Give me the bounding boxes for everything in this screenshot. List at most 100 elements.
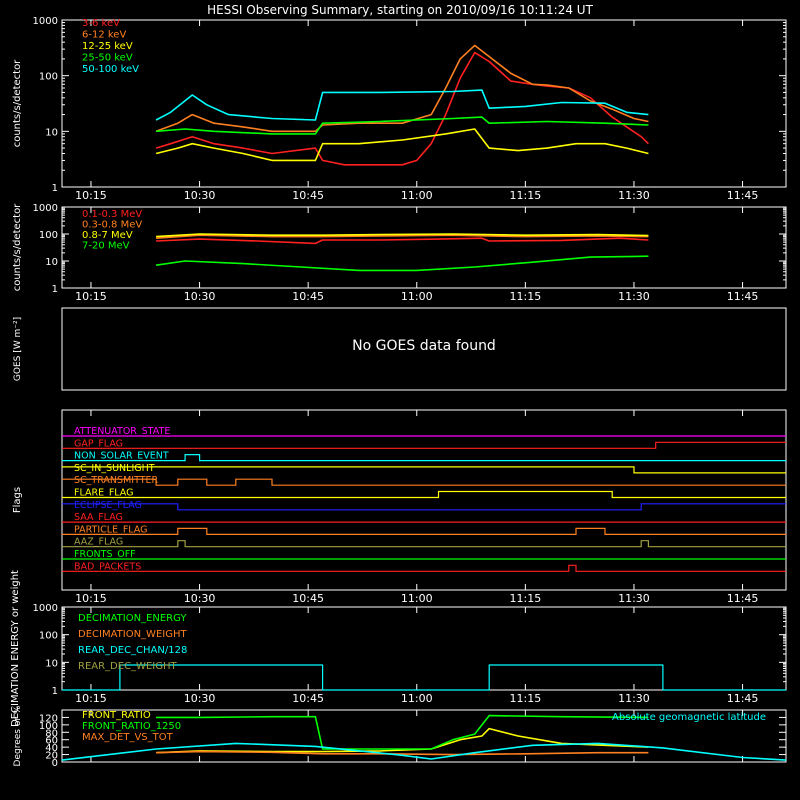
flags-xtick-label: 10:15 (75, 592, 107, 605)
flags-xtick-label: 10:45 (292, 592, 324, 605)
ratio-series-2 (156, 750, 649, 756)
hi-series-0 (156, 237, 649, 245)
dec-series-2 (62, 664, 786, 691)
lo-legend-0: 3-6 keV (82, 18, 120, 29)
goes-frame (61, 307, 787, 391)
flag-label-3: SC_IN_SUNLIGHT (74, 463, 155, 474)
flags-xtick-label: 11:45 (727, 592, 759, 605)
lo-xtick-label: 10:30 (184, 189, 216, 202)
dec-ytick-label: 1 (52, 686, 58, 697)
flag-line-4 (62, 478, 786, 486)
lo-ytick-label: 10 (45, 127, 58, 138)
hi-legend-3: 7-20 MeV (82, 241, 130, 252)
hi-ytick-label: 1000 (33, 203, 58, 214)
flag-line-2 (62, 454, 786, 462)
flag-line-6 (62, 503, 786, 511)
flag-label-11: BAD_PACKETS (74, 561, 141, 572)
flag-line-9 (62, 540, 786, 548)
flag-label-8: PARTICLE_FLAG (74, 524, 147, 535)
dec-legend-3: REAR_DEC_WEIGHT (78, 661, 177, 672)
dec-ylabel: DECIMATION ENERGY or weight (10, 570, 21, 727)
hi-xtick-label: 11:45 (727, 290, 759, 303)
hi-ytick-label: 100 (39, 230, 58, 241)
ratio-series-3 (61, 742, 787, 761)
lo-series-4 (155, 89, 649, 121)
lo-xtick-label: 11:45 (727, 189, 759, 202)
flag-label-4: SC_TRANSMITTER (74, 475, 159, 486)
lo-ytick-label: 1 (52, 183, 58, 194)
ratio-legend-3: Absolute geomagnetic latitude (612, 712, 766, 723)
ratio-ytick-label: 20 (45, 751, 58, 762)
dec-xtick-label: 10:45 (292, 692, 324, 705)
lo-xtick-label: 10:45 (292, 189, 324, 202)
lo-legend-4: 50-100 keV (82, 64, 139, 75)
flag-label-2: NON_SOLAR_EVENT (74, 451, 169, 462)
dec-xtick-label: 11:45 (727, 692, 759, 705)
hi-legend-0: 0.1-0.3 MeV (82, 209, 142, 220)
flags-ylabel: Flags (12, 487, 23, 513)
lo-series-1 (155, 44, 649, 133)
hi-ytick-label: 1 (52, 284, 58, 295)
flag-line-8 (62, 527, 786, 535)
ratio-ytick-label: 60 (45, 736, 58, 747)
lo-ylabel: counts/s/detector (12, 59, 23, 147)
panel-high-energy-lightcurves: 10:15 10:30 10:45 11:00 11:15 11:30 11:45 1 10 10… (12, 203, 787, 303)
lo-frame (61, 19, 787, 188)
figure-title: HESSI Observing Summary, starting on 201… (207, 3, 593, 17)
ratio-ytick-label: 80 (45, 728, 58, 739)
hi-legend-2: 0.8-7 MeV (82, 230, 133, 241)
hi-xtick-label: 11:30 (618, 290, 650, 303)
dec-legend-2: REAR_DEC_CHAN/128 (78, 645, 187, 656)
ratio-series-1 (156, 714, 649, 750)
lo-xtick-label: 10:15 (75, 189, 107, 202)
ratio-legend-0: FRONT_RATIO (82, 710, 151, 721)
dec-legend-1: DECIMATION_WEIGHT (78, 629, 187, 640)
hi-xtick-label: 11:00 (401, 290, 433, 303)
flag-line-5 (62, 490, 786, 499)
ratio-ytick-label: 40 (45, 743, 58, 754)
lo-legend-2: 12-25 keV (82, 41, 133, 52)
hi-series-2 (156, 233, 649, 238)
dec-ytick-label: 1000 (33, 603, 58, 614)
panel-goes: No GOES data found GOES [W m⁻²] (13, 307, 787, 391)
hi-xtick-label: 11:15 (510, 290, 542, 303)
hi-xtick-label: 10:30 (184, 290, 216, 303)
dec-ytick-label: 10 (45, 658, 58, 669)
goes-no-data-message: No GOES data found (352, 338, 496, 354)
flag-line-11 (62, 564, 786, 572)
hi-xtick-label: 10:45 (292, 290, 324, 303)
hi-xtick-label: 10:15 (75, 290, 107, 303)
lo-series-3 (156, 116, 649, 135)
panel-flags: 10:15 10:30 10:45 11:00 11:15 11:30 11:45 Flags… (12, 409, 787, 605)
ratio-legend-2: MAX_DET_VS_TOT (82, 732, 174, 743)
hi-ytick-label: 10 (45, 257, 58, 268)
ratio-ytick-label: 0 (52, 758, 58, 769)
dec-xtick-label: 10:15 (75, 692, 107, 705)
flags-xtick-label: 11:00 (401, 592, 433, 605)
dec-ytick-label: 100 (39, 631, 58, 642)
dec-xtick-label: 11:00 (401, 692, 433, 705)
dec-xtick-label: 11:15 (510, 692, 542, 705)
ratio-ytick-label: 120 (39, 713, 58, 724)
hi-series-3 (155, 255, 649, 272)
hi-legend-1: 0.3-0.8 MeV (82, 220, 142, 231)
ratio-legend-1: FRONT_RATIO_1250 (82, 721, 181, 732)
flag-label-5: FLARE_FLAG (74, 488, 134, 499)
hi-frame (61, 206, 787, 289)
flag-label-7: SAA_FLAG (74, 512, 123, 523)
flag-line-1 (62, 441, 786, 449)
lo-xtick-label: 11:00 (401, 189, 433, 202)
panel-low-energy-lightcurves: 10:15 10:30 10:45 11:00 11:15 11:30 11:45 1 10 10… (12, 16, 787, 202)
goes-ylabel: GOES [W m⁻²] (13, 317, 23, 381)
flags-xtick-label: 10:30 (184, 592, 216, 605)
hi-ylabel: counts/s/detector (12, 203, 23, 291)
hi-series-1 (156, 234, 649, 239)
flag-label-10: FRONTS_OFF (74, 549, 136, 560)
flags-xtick-label: 11:30 (618, 592, 650, 605)
dec-xtick-label: 10:30 (184, 692, 216, 705)
lo-ytick-label: 1000 (33, 16, 58, 27)
ratio-frame (61, 709, 787, 763)
panel-decimation: 10:15 10:30 10:45 11:00 11:15 11:30 11:45 1 10 10… (10, 570, 787, 727)
